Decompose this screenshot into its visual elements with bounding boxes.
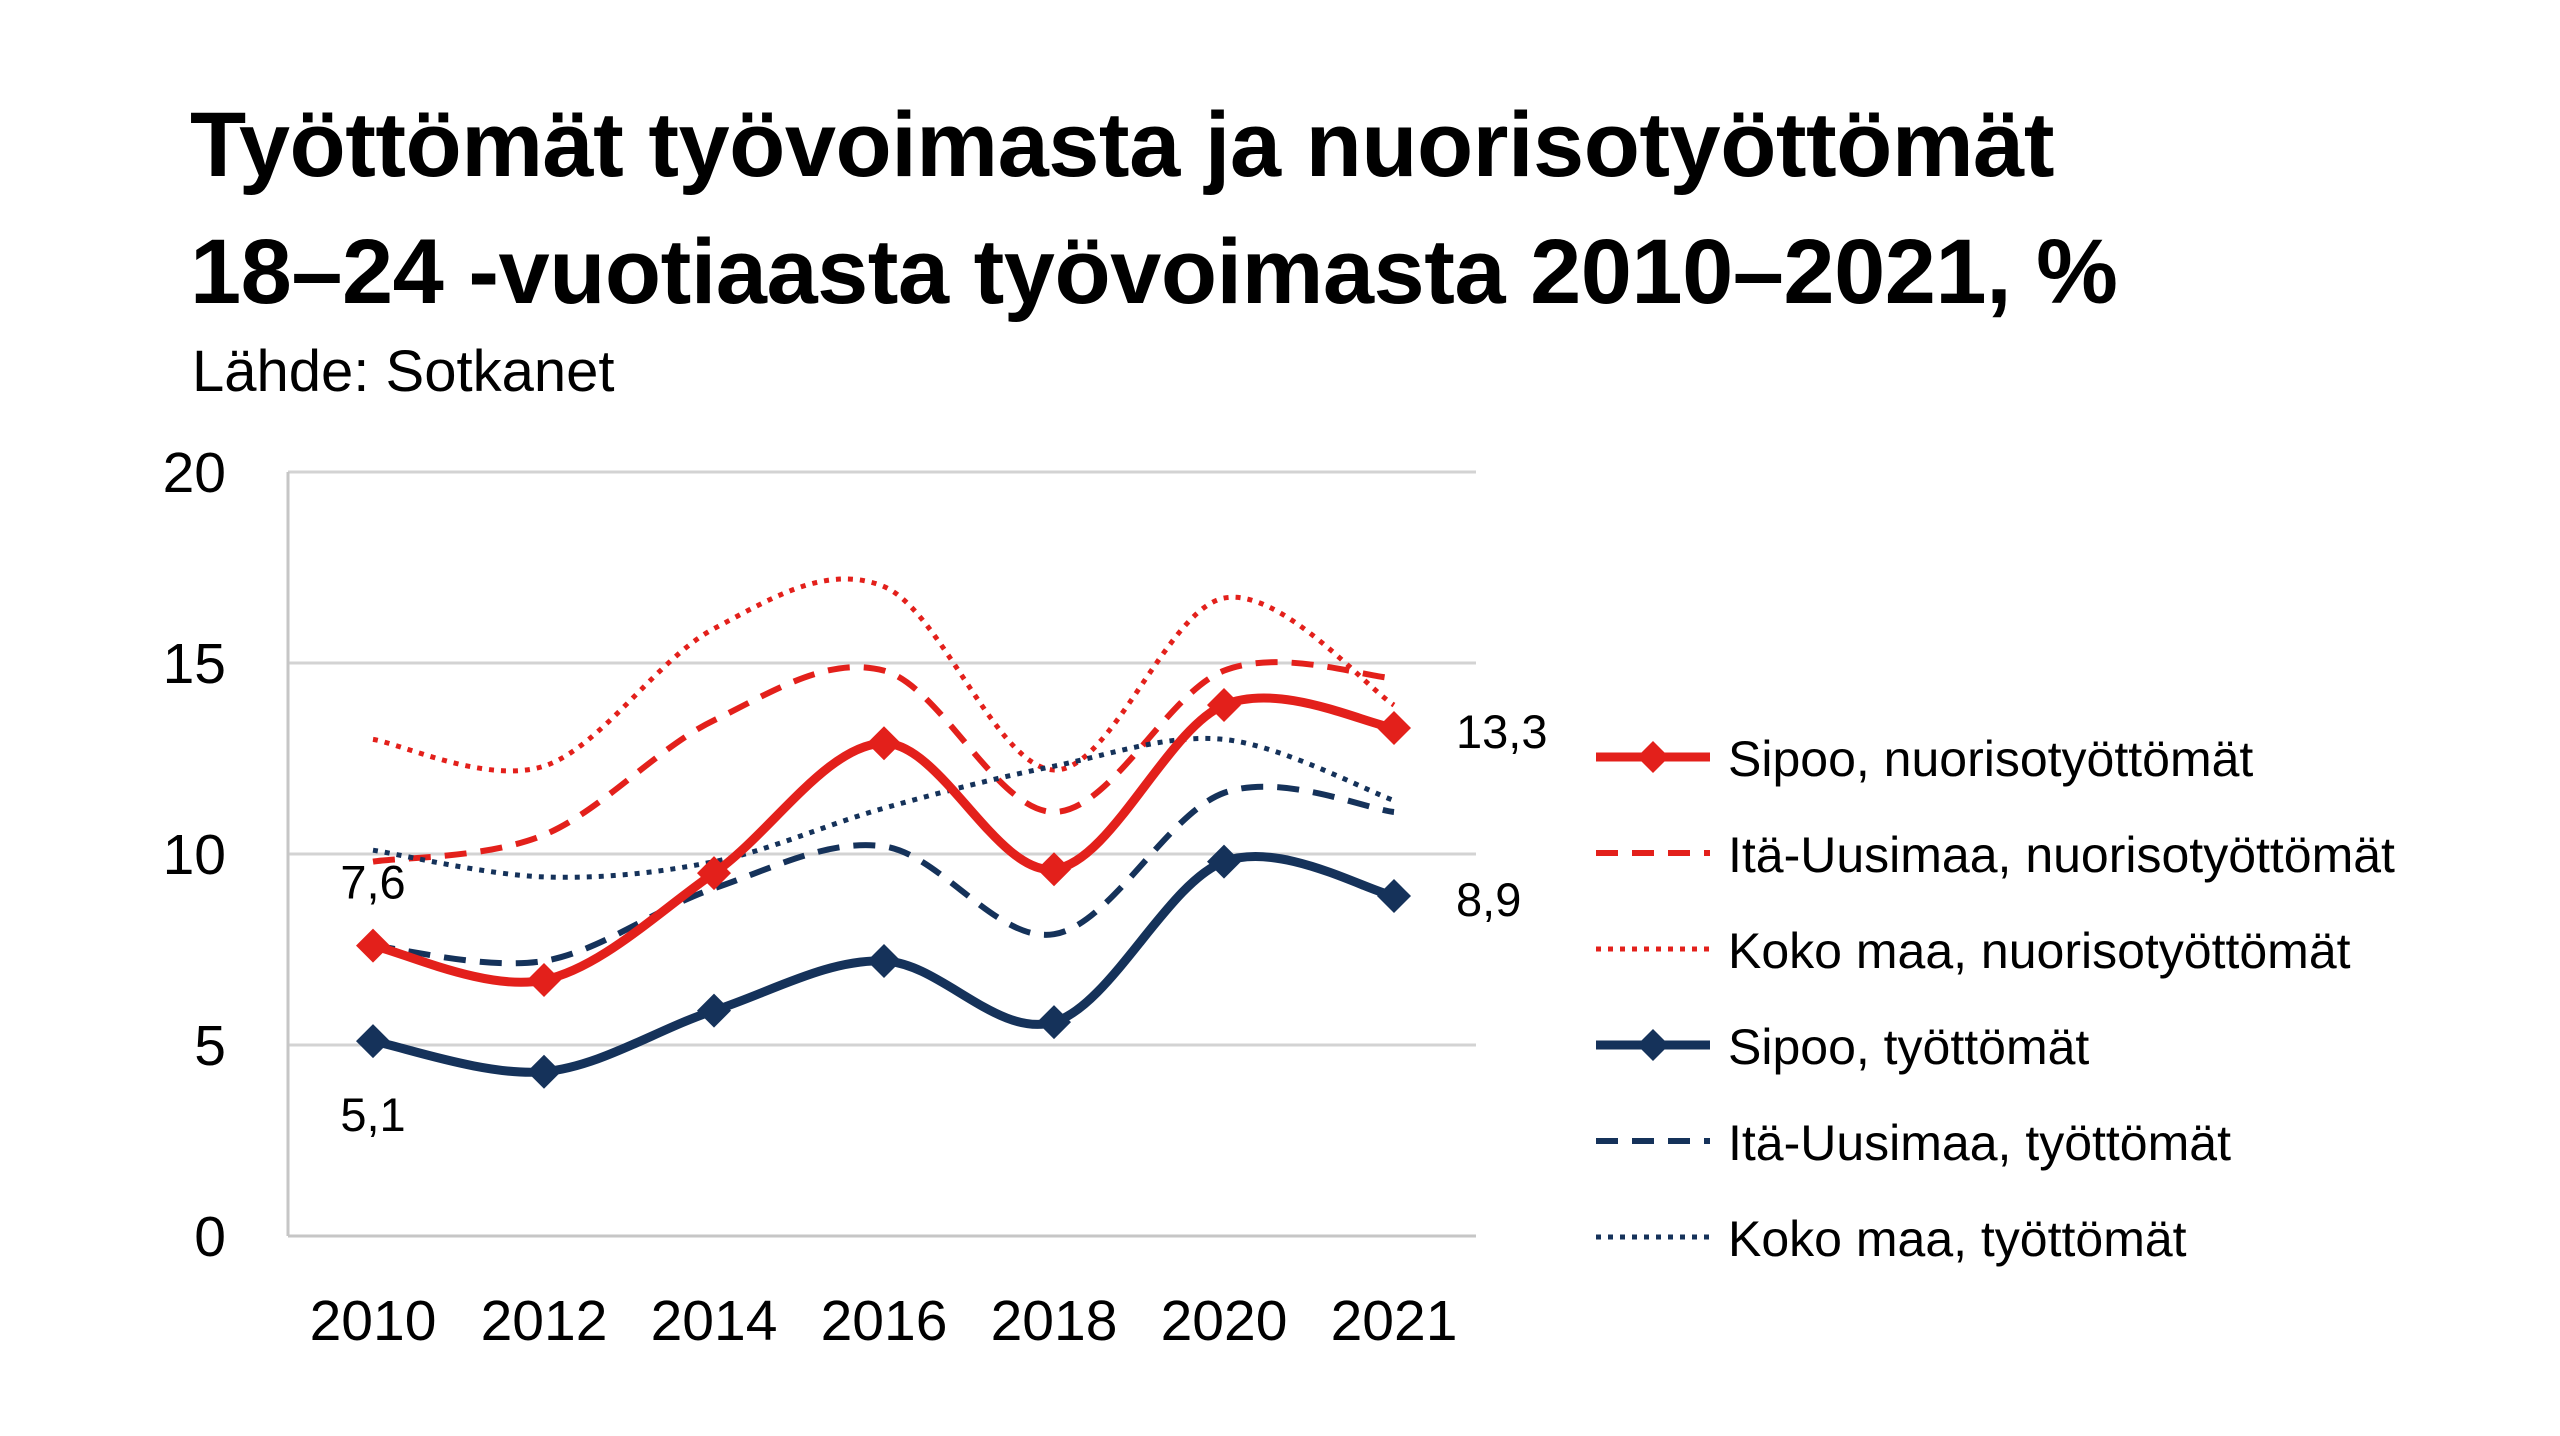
data-point-sipoo-tyottomat-2020: [1207, 844, 1241, 879]
data-point-sipoo-tyottomat-2018: [1037, 1005, 1071, 1040]
data-point-sipoo-tyottomat-2012: [527, 1054, 561, 1089]
series-line-ita-uusimaa-tyottomat: [372, 783, 1395, 967]
data-point-sipoo-nuorisotyottomat-2018: [1037, 852, 1071, 887]
data-label: 7,6: [340, 856, 405, 909]
data-label: 8,9: [1456, 873, 1521, 926]
y-tick-label: 0: [194, 1205, 226, 1269]
y-tick-label: 10: [163, 823, 226, 887]
legend-label: Itä-Uusimaa, nuorisotyöttömät: [1728, 827, 2395, 883]
data-point-sipoo-nuorisotyottomat-2020: [1207, 688, 1241, 723]
legend-label: Itä-Uusimaa, työttömät: [1728, 1115, 2231, 1171]
x-tick-label: 2014: [651, 1289, 778, 1353]
x-tick-label: 2012: [481, 1289, 608, 1353]
series-line-ita-uusimaa-nuorisotyottomat: [372, 659, 1395, 865]
data-label: 5,1: [340, 1088, 405, 1141]
chart-source: Lähde: Sotkanet: [192, 339, 615, 404]
chart-title-line-2: 18–24 -vuotiaasta työvoimasta 2010–2021,…: [190, 221, 2118, 323]
legend-marker-sipoo-tyottomat: [1637, 1029, 1669, 1061]
legend-label: Sipoo, työttömät: [1728, 1019, 2089, 1075]
data-point-sipoo-nuorisotyottomat-2021: [1377, 710, 1411, 745]
series-line-koko-maa-nuorisotyottomat: [372, 576, 1396, 774]
data-point-sipoo-nuorisotyottomat-2012: [527, 963, 561, 998]
data-point-sipoo-tyottomat-2016: [867, 943, 901, 978]
y-tick-label: 20: [163, 441, 226, 505]
data-label: 13,3: [1456, 705, 1547, 758]
x-tick-label: 2020: [1161, 1289, 1288, 1353]
y-tick-label: 5: [194, 1014, 226, 1078]
legend-marker-sipoo-nuorisotyottomat: [1637, 741, 1669, 773]
data-point-sipoo-nuorisotyottomat-2014: [697, 856, 731, 891]
legend-label: Koko maa, työttömät: [1728, 1211, 2187, 1267]
y-tick-label: 15: [163, 632, 226, 696]
data-point-sipoo-nuorisotyottomat-2010: [356, 928, 390, 963]
x-tick-label: 2018: [991, 1289, 1118, 1353]
x-tick-label: 2021: [1331, 1289, 1458, 1353]
data-point-sipoo-nuorisotyottomat-2016: [867, 726, 901, 761]
x-tick-label: 2016: [821, 1289, 948, 1353]
chart-title: Työttömät työvoimasta ja nuorisotyöttömä…: [190, 82, 2118, 336]
chart-title-line-1: Työttömät työvoimasta ja nuorisotyöttömä…: [190, 94, 2054, 196]
data-point-sipoo-tyottomat-2014: [697, 993, 731, 1028]
data-point-sipoo-tyottomat-2021: [1377, 879, 1411, 914]
x-tick-label: 2010: [310, 1289, 437, 1353]
legend-label: Sipoo, nuorisotyöttömät: [1728, 731, 2253, 787]
legend-label: Koko maa, nuorisotyöttömät: [1728, 923, 2351, 979]
data-point-sipoo-tyottomat-2010: [356, 1024, 390, 1059]
